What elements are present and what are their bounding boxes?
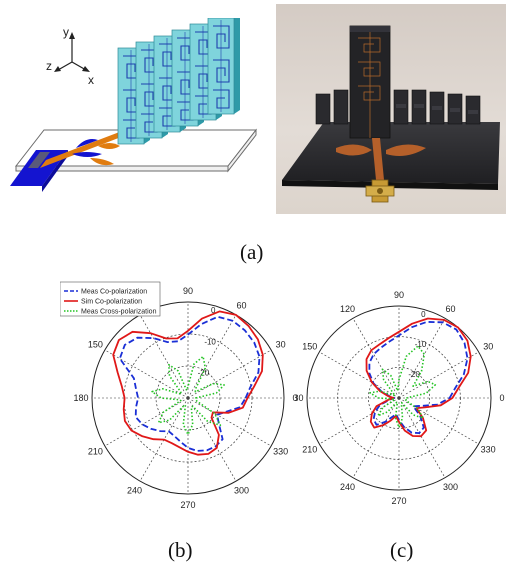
axis-label-x: x [88, 73, 94, 87]
coordinate-axes-icon: y x z [46, 25, 94, 87]
angle-tick-label: 330 [273, 447, 288, 457]
angle-tick-label: 270 [391, 496, 406, 506]
series-line [118, 315, 261, 452]
angle-tick-label: 90 [394, 290, 404, 300]
grid-spoke [319, 351, 400, 399]
axis-label-y: y [63, 25, 69, 39]
legend-entry: Sim Co-polarization [81, 299, 142, 306]
spiral-plates [117, 18, 240, 145]
grid-spoke [352, 318, 400, 399]
radial-tick-label: -10 [415, 340, 427, 349]
polar-plot-c: 0 30 60 90 120 150 180 210 240 270 300 330 0 -10 -20 [295, 290, 505, 506]
angle-tick-label: 60 [236, 300, 246, 310]
grid-spoke [187, 397, 272, 447]
angle-tick-label: 330 [481, 445, 496, 455]
caption-b: (b) [168, 538, 193, 562]
radial-tick-label: -10 [204, 337, 216, 346]
angle-tick-label: 30 [483, 342, 493, 352]
grid-spoke [398, 397, 479, 445]
angle-tick-label: 300 [234, 486, 249, 496]
grid-circle [306, 305, 492, 491]
radial-tick-label: -20 [198, 369, 210, 378]
series-line [151, 355, 225, 436]
grid-spoke [398, 318, 446, 399]
angle-tick-label: 270 [180, 500, 195, 510]
angle-tick-label: 210 [88, 447, 103, 457]
angle-tick-label: 210 [302, 445, 317, 455]
caption-c: (c) [390, 538, 414, 562]
polar-plot-b: 03060901201501802102402703003300-10-20Me… [60, 281, 298, 510]
radial-tick-label: 0 [421, 310, 426, 319]
legend-entry: Meas Co-polarization [81, 289, 147, 296]
grid-spoke [398, 351, 479, 399]
angle-tick-label: 120 [340, 304, 355, 314]
grid-spoke [187, 314, 237, 399]
spiral-plate [207, 18, 240, 115]
grid-spoke [352, 397, 400, 478]
angle-tick-label: 90 [183, 286, 193, 296]
antenna-3d-model: y x z [10, 18, 258, 192]
angle-tick-label: 0 [292, 393, 297, 403]
angle-tick-label: 300 [443, 482, 458, 492]
series-line [112, 310, 264, 456]
radial-tick-label: -20 [408, 370, 420, 379]
legend: Meas Co-polarization Sim Co-polarization M… [60, 281, 161, 317]
angle-tick-label: 60 [445, 304, 455, 314]
grid-spoke [139, 314, 189, 399]
angle-tick-label: 150 [302, 342, 317, 352]
series-line [365, 317, 472, 438]
grid-circle [368, 367, 430, 429]
grid-spoke [398, 397, 446, 478]
legend-entry: Meas Cross-polarization [81, 309, 157, 316]
grid-spoke [187, 397, 237, 482]
angle-tick-label: 30 [276, 340, 286, 350]
grid-spoke [104, 397, 189, 447]
grid-circle [155, 365, 221, 431]
angle-tick-label: 240 [127, 486, 142, 496]
antenna-photo [276, 4, 506, 214]
radial-tick-label: 0 [211, 306, 216, 315]
angle-tick-label: 180 [73, 393, 88, 403]
axis-label-z: z [46, 59, 52, 73]
angle-tick-label: 240 [340, 482, 355, 492]
series-line [369, 345, 437, 429]
caption-a: (a) [240, 240, 264, 264]
angle-tick-label: 150 [88, 340, 103, 350]
grid-spoke [187, 349, 272, 399]
grid-spoke [319, 397, 400, 445]
grid-circle [91, 301, 285, 495]
angle-tick-label: 180 [295, 393, 304, 403]
angle-tick-label: 0 [499, 393, 504, 403]
